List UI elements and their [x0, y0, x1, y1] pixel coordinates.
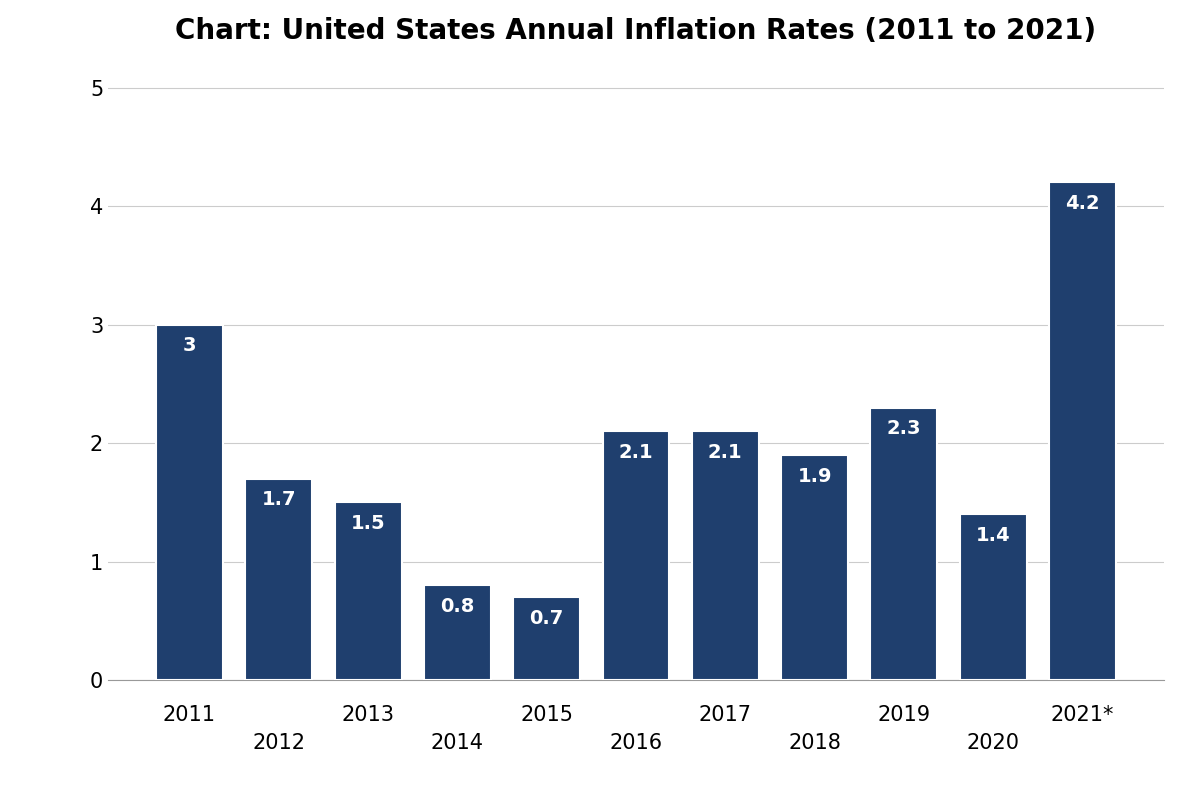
Text: 2014: 2014	[431, 733, 484, 753]
Bar	[960, 514, 1027, 680]
Bar	[1049, 182, 1116, 680]
Text: 2011: 2011	[163, 705, 216, 725]
Bar	[424, 586, 491, 680]
Bar	[245, 478, 312, 680]
Bar	[156, 325, 223, 680]
Text: 2016: 2016	[610, 733, 662, 753]
Text: 2013: 2013	[342, 705, 395, 725]
Text: 2017: 2017	[698, 705, 752, 725]
Text: 3: 3	[182, 337, 197, 355]
Bar	[514, 597, 580, 680]
Text: 2.3: 2.3	[887, 419, 922, 438]
Text: 2012: 2012	[252, 733, 305, 753]
Text: 2021*: 2021*	[1051, 705, 1114, 725]
Text: 1.4: 1.4	[976, 526, 1010, 545]
Bar	[335, 502, 402, 680]
Text: 0.8: 0.8	[440, 597, 474, 616]
Bar	[870, 407, 937, 680]
Text: 2.1: 2.1	[619, 443, 653, 462]
Bar	[602, 431, 670, 680]
Text: 2015: 2015	[520, 705, 574, 725]
Text: 2019: 2019	[877, 705, 930, 725]
Title: Chart: United States Annual Inflation Rates (2011 to 2021): Chart: United States Annual Inflation Ra…	[175, 17, 1097, 45]
Text: 4.2: 4.2	[1066, 194, 1100, 214]
Text: 1.5: 1.5	[350, 514, 385, 533]
Text: 1.7: 1.7	[262, 490, 296, 510]
Bar	[692, 431, 758, 680]
Bar	[781, 455, 848, 680]
Text: 2.1: 2.1	[708, 443, 743, 462]
Text: 2020: 2020	[967, 733, 1020, 753]
Text: 2018: 2018	[788, 733, 841, 753]
Text: 1.9: 1.9	[797, 466, 832, 486]
Text: 0.7: 0.7	[529, 609, 564, 628]
